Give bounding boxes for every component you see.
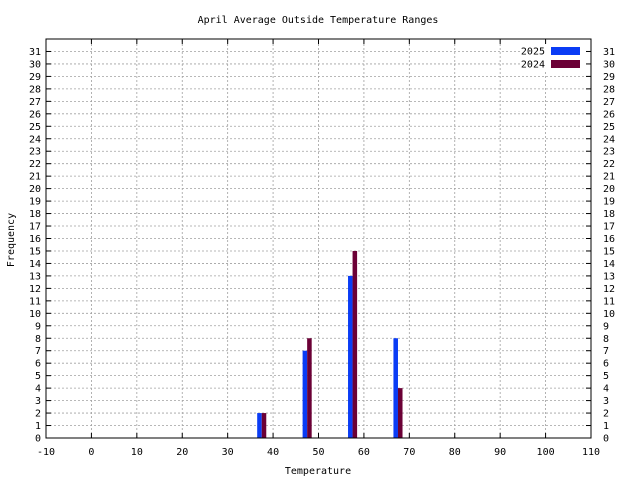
y-tick-label-left: 7 — [35, 346, 41, 357]
y-tick-label-left: 16 — [29, 234, 41, 245]
chart-title: April Average Outside Temperature Ranges — [198, 15, 439, 26]
y-tick-label-right: 1 — [603, 421, 609, 432]
y-tick-label-left: 6 — [35, 359, 41, 370]
y-tick-label-right: 4 — [603, 384, 609, 395]
y-tick-label-left: 25 — [29, 122, 41, 133]
y-tick-label-right: 15 — [603, 246, 615, 257]
bar-2025 — [302, 350, 308, 438]
y-tick-label-right: 25 — [603, 122, 615, 133]
x-tick-label: 110 — [582, 447, 600, 458]
y-tick-label-left: 23 — [29, 147, 41, 158]
y-tick-label-left: 19 — [29, 197, 41, 208]
legend-swatch-2025 — [551, 47, 580, 55]
y-tick-label-left: 21 — [29, 172, 41, 183]
y-tick-label-left: 15 — [29, 246, 41, 257]
y-tick-label-right: 16 — [603, 234, 615, 245]
y-tick-label-right: 28 — [603, 84, 615, 95]
y-tick-label-left: 0 — [35, 434, 41, 445]
bar-2025 — [257, 413, 262, 438]
x-tick-label: 70 — [403, 447, 415, 458]
y-tick-label-right: 11 — [603, 296, 615, 307]
y-tick-label-right: 14 — [603, 259, 615, 270]
x-axis-label: Temperature — [285, 466, 351, 477]
y-tick-label-left: 8 — [35, 334, 41, 345]
y-tick-label-right: 6 — [603, 359, 609, 370]
y-tick-label-left: 31 — [29, 47, 41, 58]
y-tick-label-left: 10 — [29, 309, 41, 320]
x-tick-label: 80 — [449, 447, 461, 458]
y-tick-label-left: 5 — [35, 371, 41, 382]
x-tick-label: 90 — [494, 447, 506, 458]
y-tick-label-right: 31 — [603, 47, 615, 58]
bar-2024 — [397, 388, 403, 438]
y-tick-label-left: 3 — [35, 396, 41, 407]
y-tick-label-left: 17 — [29, 222, 41, 233]
y-tick-label-left: 29 — [29, 72, 41, 83]
y-tick-label-right: 26 — [603, 109, 615, 120]
bar-2024 — [352, 250, 358, 438]
y-tick-label-left: 1 — [35, 421, 41, 432]
y-axis-label: Frequency — [6, 213, 17, 267]
y-tick-label-right: 30 — [603, 59, 615, 70]
y-tick-label-right: 22 — [603, 159, 615, 170]
legend-label-2025: 2025 — [521, 47, 545, 58]
y-tick-label-right: 0 — [603, 434, 609, 445]
x-tick-label: 0 — [88, 447, 94, 458]
y-tick-label-right: 19 — [603, 197, 615, 208]
y-tick-label-right: 8 — [603, 334, 609, 345]
y-tick-label-right: 2 — [603, 409, 609, 420]
x-tick-label: 10 — [131, 447, 143, 458]
grid-lines — [46, 39, 591, 438]
bar-2024 — [261, 413, 267, 438]
y-tick-label-left: 13 — [29, 271, 41, 282]
bar-2025 — [393, 338, 398, 438]
y-tick-label-right: 12 — [603, 284, 615, 295]
y-tick-label-right: 18 — [603, 209, 615, 220]
legend-label-2024: 2024 — [521, 60, 545, 71]
y-tick-label-right: 17 — [603, 222, 615, 233]
y-tick-label-left: 28 — [29, 84, 41, 95]
x-tick-label: -10 — [37, 447, 55, 458]
y-tick-label-left: 14 — [29, 259, 41, 270]
y-tick-label-left: 27 — [29, 97, 41, 108]
y-tick-label-right: 27 — [603, 97, 615, 108]
x-tick-label: 40 — [267, 447, 279, 458]
x-tick-label: 100 — [537, 447, 555, 458]
y-tick-label-right: 29 — [603, 72, 615, 83]
y-tick-label-right: 10 — [603, 309, 615, 320]
y-tick-label-left: 12 — [29, 284, 41, 295]
y-tick-label-right: 3 — [603, 396, 609, 407]
bar-2024 — [307, 338, 312, 438]
y-tick-label-right: 20 — [603, 184, 615, 195]
y-tick-label-left: 20 — [29, 184, 41, 195]
y-tick-label-left: 22 — [29, 159, 41, 170]
bars — [257, 250, 403, 438]
y-tick-label-left: 26 — [29, 109, 41, 120]
y-tick-label-right: 9 — [603, 321, 609, 332]
y-tick-label-left: 4 — [35, 384, 41, 395]
y-tick-label-right: 7 — [603, 346, 609, 357]
y-tick-label-right: 23 — [603, 147, 615, 158]
x-tick-label: 60 — [358, 447, 370, 458]
y-tick-label-right: 21 — [603, 172, 615, 183]
y-tick-label-left: 18 — [29, 209, 41, 220]
x-tick-label: 30 — [222, 447, 234, 458]
y-tick-label-left: 2 — [35, 409, 41, 420]
y-tick-label-left: 30 — [29, 59, 41, 70]
y-tick-label-left: 11 — [29, 296, 41, 307]
legend: 2025 2024 — [521, 47, 580, 71]
y-tick-label-right: 13 — [603, 271, 615, 282]
y-tick-label-right: 5 — [603, 371, 609, 382]
x-tick-label: 50 — [312, 447, 324, 458]
legend-swatch-2024 — [551, 60, 580, 68]
y-tick-label-left: 9 — [35, 321, 41, 332]
x-tick-label: 20 — [176, 447, 188, 458]
y-tick-label-left: 24 — [29, 134, 41, 145]
y-tick-label-right: 24 — [603, 134, 615, 145]
bar-2025 — [348, 275, 353, 438]
